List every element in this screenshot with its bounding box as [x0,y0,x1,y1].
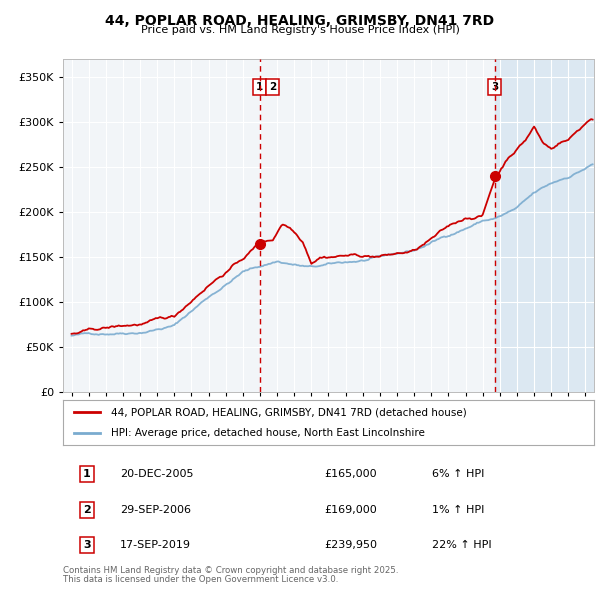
Text: 29-SEP-2006: 29-SEP-2006 [120,505,191,514]
Text: 22% ↑ HPI: 22% ↑ HPI [432,540,491,550]
Text: £239,950: £239,950 [324,540,377,550]
Text: 44, POPLAR ROAD, HEALING, GRIMSBY, DN41 7RD (detached house): 44, POPLAR ROAD, HEALING, GRIMSBY, DN41 … [111,407,467,417]
Text: Price paid vs. HM Land Registry's House Price Index (HPI): Price paid vs. HM Land Registry's House … [140,25,460,35]
Text: £169,000: £169,000 [324,505,377,514]
Text: 1: 1 [256,83,263,92]
Text: This data is licensed under the Open Government Licence v3.0.: This data is licensed under the Open Gov… [63,575,338,584]
Text: 3: 3 [491,83,499,92]
Text: 1% ↑ HPI: 1% ↑ HPI [432,505,484,514]
Bar [495,59,600,392]
Text: 1: 1 [83,470,91,479]
Text: 6% ↑ HPI: 6% ↑ HPI [432,470,484,479]
Text: Contains HM Land Registry data © Crown copyright and database right 2025.: Contains HM Land Registry data © Crown c… [63,566,398,575]
Text: 17-SEP-2019: 17-SEP-2019 [120,540,191,550]
Text: 2: 2 [269,83,277,92]
Text: £165,000: £165,000 [324,470,377,479]
Text: 44, POPLAR ROAD, HEALING, GRIMSBY, DN41 7RD: 44, POPLAR ROAD, HEALING, GRIMSBY, DN41 … [106,14,494,28]
Text: HPI: Average price, detached house, North East Lincolnshire: HPI: Average price, detached house, Nort… [111,428,425,438]
Text: 2: 2 [83,505,91,514]
Text: 3: 3 [83,540,91,550]
Text: 20-DEC-2005: 20-DEC-2005 [120,470,193,479]
